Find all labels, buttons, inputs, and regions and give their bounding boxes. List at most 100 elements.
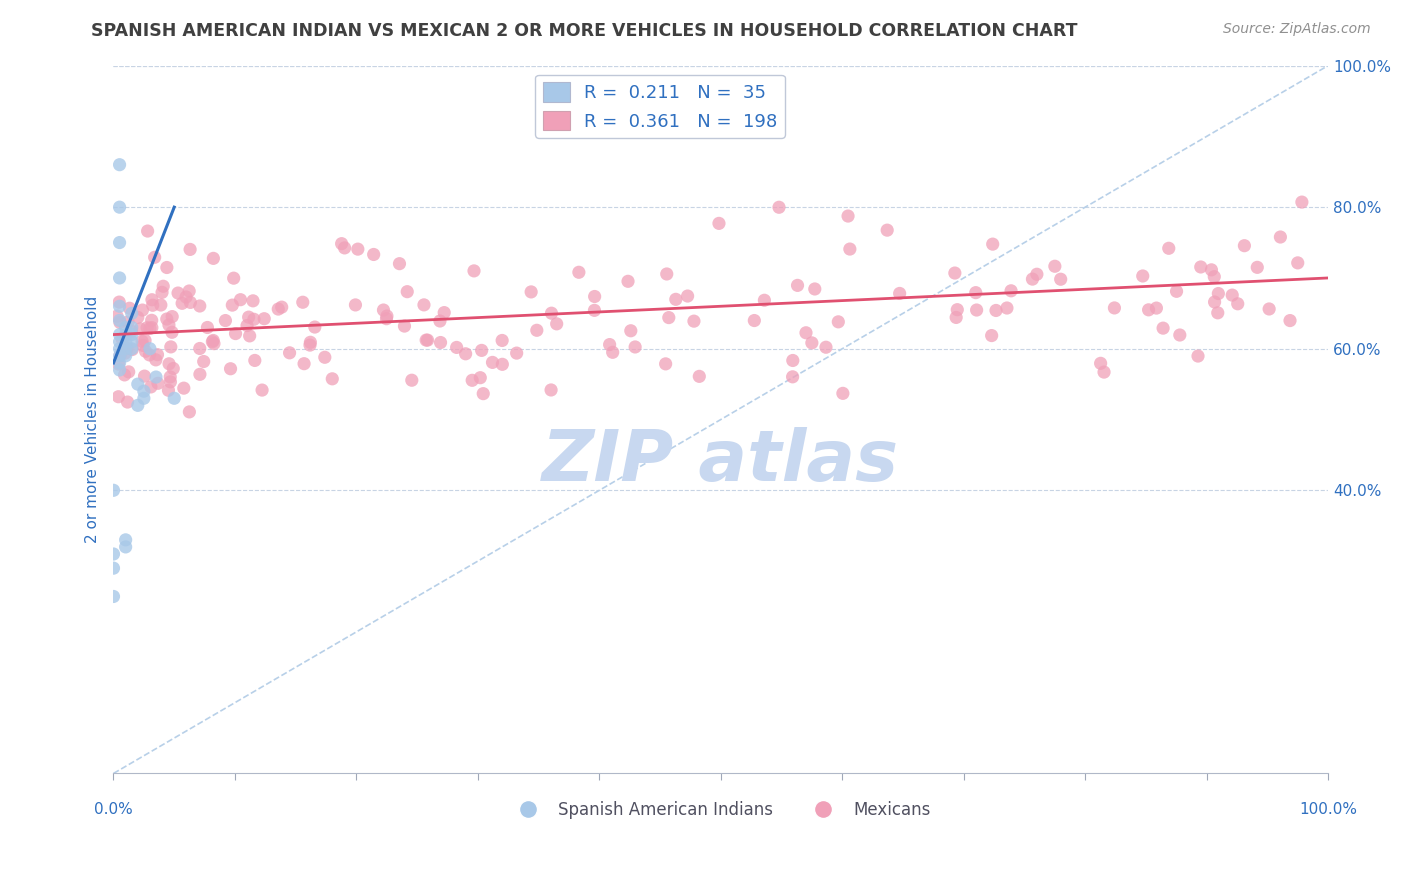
Point: [375, 311, 398, 326]
Point: [134, 369, 156, 384]
Point: [396, 285, 419, 299]
Point: [114, 349, 136, 363]
Point: [152, 279, 174, 293]
Point: [491, 334, 513, 348]
Point: [965, 285, 987, 300]
Point: [838, 242, 860, 256]
Point: [278, 346, 301, 360]
Point: [1000, 284, 1022, 298]
Point: [179, 405, 201, 419]
Point: [114, 320, 136, 334]
Point: [159, 375, 181, 389]
Point: [108, 363, 131, 377]
Point: [889, 286, 911, 301]
Point: [330, 236, 353, 251]
Point: [388, 257, 411, 271]
Point: [1104, 301, 1126, 315]
Point: [127, 398, 149, 412]
Point: [375, 309, 398, 323]
Point: [599, 337, 621, 351]
Point: [121, 327, 143, 342]
Point: [602, 345, 624, 359]
Point: [239, 329, 262, 343]
Point: [139, 380, 162, 394]
Point: [768, 200, 790, 214]
Point: [1208, 286, 1230, 301]
Point: [1189, 260, 1212, 274]
Point: [157, 384, 180, 398]
Point: [454, 347, 477, 361]
Point: [471, 343, 494, 358]
Point: [222, 271, 245, 285]
Point: [347, 242, 370, 256]
Point: [827, 315, 849, 329]
Point: [121, 324, 143, 338]
Point: [526, 323, 548, 337]
Point: [1220, 288, 1243, 302]
Point: [111, 333, 134, 347]
Point: [129, 322, 152, 336]
Point: [127, 310, 149, 325]
Point: [160, 310, 183, 324]
Point: [470, 370, 492, 384]
Point: [429, 314, 451, 328]
Point: [214, 313, 236, 327]
Point: [149, 298, 172, 312]
Point: [624, 340, 647, 354]
Point: [146, 376, 169, 391]
Point: [105, 309, 128, 323]
Point: [253, 311, 276, 326]
Point: [984, 303, 1007, 318]
Point: [188, 342, 211, 356]
Point: [103, 561, 125, 575]
Point: [1049, 272, 1071, 286]
Point: [270, 300, 292, 314]
Point: [103, 590, 125, 604]
Point: [103, 547, 125, 561]
Point: [800, 335, 823, 350]
Point: [291, 295, 314, 310]
Point: [138, 348, 160, 362]
Point: [107, 390, 129, 404]
Point: [413, 298, 436, 312]
Point: [141, 293, 163, 307]
Point: [108, 271, 131, 285]
Point: [145, 352, 167, 367]
Point: [136, 224, 159, 238]
Point: [114, 368, 136, 382]
Point: [202, 252, 225, 266]
Point: [1092, 365, 1115, 379]
Point: [446, 340, 468, 354]
Point: [1157, 241, 1180, 255]
Text: 0.0%: 0.0%: [94, 802, 134, 817]
Point: [229, 293, 252, 307]
Point: [157, 357, 180, 371]
Point: [298, 338, 321, 352]
Point: [568, 265, 591, 279]
Point: [1204, 295, 1226, 310]
Point: [620, 324, 643, 338]
Point: [114, 533, 136, 547]
Point: [146, 348, 169, 362]
Point: [193, 354, 215, 368]
Point: [159, 340, 181, 354]
Point: [141, 320, 163, 334]
Point: [145, 370, 167, 384]
Point: [945, 310, 967, 325]
Point: [139, 321, 162, 335]
Point: [1168, 328, 1191, 343]
Text: Source: ZipAtlas.com: Source: ZipAtlas.com: [1223, 22, 1371, 37]
Point: [267, 301, 290, 316]
Point: [676, 289, 699, 303]
Point: [188, 368, 211, 382]
Point: [1270, 230, 1292, 244]
Point: [1201, 263, 1223, 277]
Point: [946, 302, 969, 317]
Point: [520, 285, 543, 299]
Point: [160, 326, 183, 340]
Point: [121, 320, 143, 334]
Point: [238, 310, 260, 325]
Point: [118, 301, 141, 316]
Y-axis label: 2 or more Vehicles in Household: 2 or more Vehicles in Household: [86, 296, 100, 543]
Point: [1279, 313, 1302, 327]
